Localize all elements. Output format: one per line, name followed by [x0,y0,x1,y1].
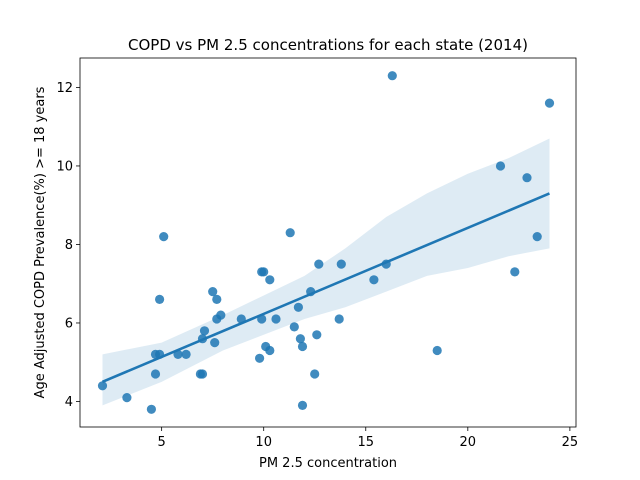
data-point [532,232,542,242]
data-point [271,314,281,324]
regression-line-layer [101,192,550,384]
data-point [432,345,442,356]
data-point [122,393,132,403]
data-point [210,338,220,348]
data-point [265,345,275,356]
x-tick-label: 15 [357,435,374,450]
data-point [387,71,397,81]
data-point [197,369,208,379]
data-point [159,232,169,242]
data-point [289,322,299,332]
x-axis: 5 10 15 20 25 [158,427,579,450]
y-axis-label: Age Adjusted COPD Prevalence(%) >= 18 ye… [33,86,48,398]
data-point [146,404,156,414]
data-point [314,259,324,269]
plot-frame [79,57,577,428]
data-point [510,267,520,277]
y-tick-label: 6 [65,316,73,331]
data-point [155,294,165,304]
x-tick-label: 5 [158,435,166,450]
data-point [544,98,555,108]
chart-title: COPD vs PM 2.5 concentrations for each s… [128,36,528,54]
data-point [259,267,269,277]
x-tick-label: 20 [460,435,477,450]
y-tick-label: 12 [56,81,73,96]
data-point [212,294,222,304]
data-point [310,369,320,379]
data-point [255,353,265,363]
y-axis: 4 6 8 10 12 [56,81,80,410]
x-tick-label: 25 [562,435,579,450]
data-point [369,275,379,285]
data-point [293,302,303,312]
data-point [522,173,532,183]
data-point [336,259,346,269]
data-point [334,314,344,324]
data-point [295,334,305,344]
data-point [495,161,506,171]
y-tick-label: 8 [65,238,73,253]
data-point [97,381,108,391]
data-point [297,341,308,352]
data-point [150,369,161,379]
data-point [199,326,210,336]
y-tick-label: 4 [65,395,73,410]
y-tick-label: 10 [56,159,73,174]
data-point [297,400,308,410]
data-point [285,228,295,238]
x-tick-label: 10 [255,435,272,450]
data-point [208,287,218,297]
confidence-band-layer [102,138,550,406]
confidence-band [102,138,550,406]
regression-line [101,192,550,384]
x-axis-label: PM 2.5 concentration [259,456,397,471]
data-point [181,349,191,359]
data-point [265,275,275,285]
data-point [312,330,322,340]
data-point [216,310,226,320]
